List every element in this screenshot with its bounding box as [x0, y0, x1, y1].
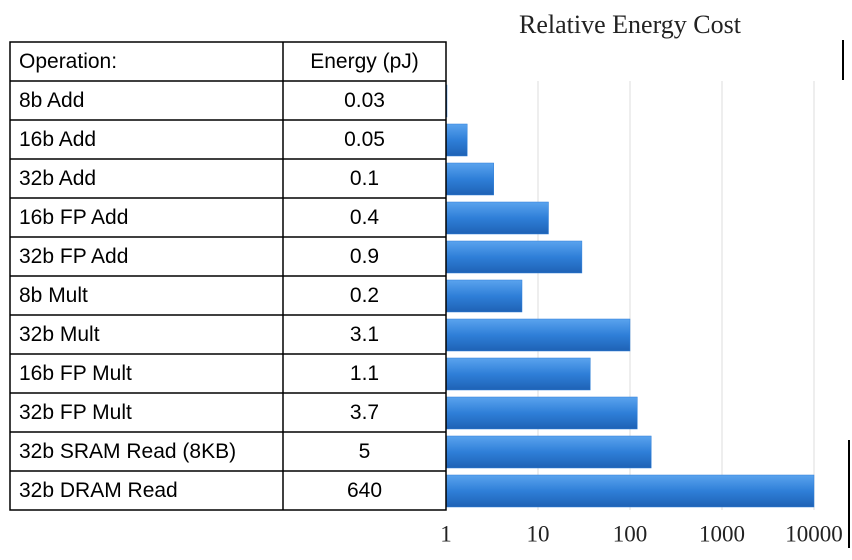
energy-cell: 3.1 — [350, 323, 379, 346]
x-tick-label: 1000 — [699, 521, 745, 546]
chart-title: Relative Energy Cost — [519, 10, 742, 39]
bar — [445, 240, 583, 274]
operation-cell: 32b DRAM Read — [19, 479, 178, 502]
x-tick-label: 1 — [440, 521, 452, 546]
bar — [445, 435, 652, 469]
operation-cell: 32b SRAM Read (8KB) — [19, 440, 236, 463]
operation-cell: 32b FP Mult — [19, 401, 132, 424]
energy-cell: 5 — [359, 440, 371, 463]
operation-cell: 8b Add — [19, 89, 84, 112]
bar — [445, 162, 494, 196]
energy-cell: 640 — [347, 479, 382, 502]
header-cell: Operation: — [19, 50, 117, 73]
operation-cell: 8b Mult — [19, 284, 88, 307]
energy-cell: 0.05 — [344, 128, 385, 151]
bar — [445, 279, 523, 313]
bar — [445, 318, 631, 352]
x-tick-label: 100 — [613, 521, 648, 546]
bar — [445, 396, 638, 430]
energy-cell: 0.4 — [350, 206, 380, 229]
bar — [445, 474, 815, 508]
x-tick-label: 10000 — [785, 521, 843, 546]
bar — [445, 357, 591, 391]
header-cell: Energy (pJ) — [310, 50, 419, 73]
operation-cell: 16b Add — [19, 128, 96, 151]
energy-cell: 3.7 — [350, 401, 379, 424]
operation-cell: 32b Mult — [19, 323, 100, 346]
operation-cell: 16b FP Mult — [19, 362, 132, 385]
energy-cell: 0.2 — [350, 284, 379, 307]
energy-cell: 0.1 — [350, 167, 379, 190]
energy-cell: 1.1 — [350, 362, 379, 385]
operation-cell: 32b Add — [19, 167, 96, 190]
operation-cell: 16b FP Add — [19, 206, 128, 229]
bar — [445, 123, 468, 157]
energy-cell: 0.9 — [350, 245, 379, 268]
energy-cell: 0.03 — [344, 89, 385, 112]
table: Operation: Energy (pJ) 8b Add 0.03 16b Add 0.… — [9, 41, 447, 511]
operation-cell: 32b FP Add — [19, 245, 128, 268]
x-tick-label: 10 — [527, 521, 550, 546]
bar — [445, 201, 549, 235]
bars — [445, 84, 815, 508]
